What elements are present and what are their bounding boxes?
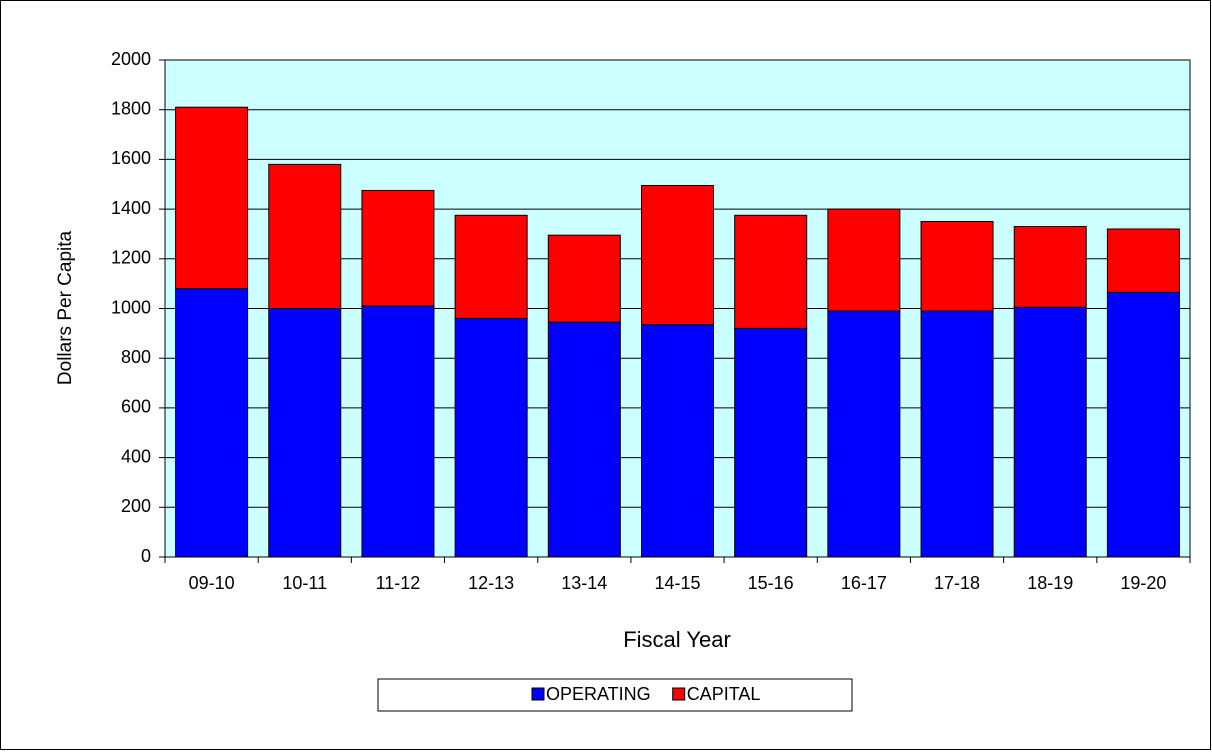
y-tick-label: 1200: [111, 248, 151, 268]
x-tick-label: 15-16: [748, 573, 794, 593]
bar-segment: [268, 308, 342, 558]
bar-segment: [175, 288, 249, 558]
y-tick-label: 1600: [111, 148, 151, 168]
bar-segment: [1106, 228, 1180, 293]
bar-segment: [268, 163, 342, 309]
bar-segment: [361, 189, 435, 307]
bar-segment: [454, 214, 528, 319]
bar-segment: [175, 106, 249, 290]
x-tick-label: 19-20: [1120, 573, 1166, 593]
bar-segment: [827, 310, 901, 558]
legend-swatch: [531, 687, 545, 701]
x-tick-label: 17-18: [934, 573, 980, 593]
bar-segment: [734, 327, 808, 558]
x-axis-label: Fiscal Year: [623, 627, 731, 652]
y-tick-label: 600: [121, 397, 151, 417]
x-tick-label: 11-12: [376, 573, 421, 593]
x-tick-label: 13-14: [561, 573, 607, 593]
y-tick-label: 1400: [111, 198, 151, 218]
x-tick-label: 12-13: [468, 573, 514, 593]
bar-segment: [734, 214, 808, 329]
bar-segment: [641, 184, 714, 326]
y-tick-label: 0: [141, 546, 151, 566]
y-tick-label: 1000: [111, 297, 151, 317]
y-tick-label: 400: [121, 446, 151, 466]
bar-segment: [827, 208, 901, 312]
bar-segment: [547, 321, 621, 558]
x-tick-label: 14-15: [654, 573, 700, 593]
x-tick-label: 10-11: [282, 573, 327, 593]
y-tick-label: 200: [121, 496, 151, 516]
bar-segment: [641, 324, 714, 558]
y-axis-label: Dollars Per Capita: [55, 230, 76, 385]
bar-segment: [361, 305, 435, 558]
legend-swatch: [672, 687, 686, 701]
y-tick-label: 2000: [111, 49, 151, 69]
bar-segment: [920, 221, 994, 312]
bar-segment: [1013, 225, 1087, 308]
x-tick-label: 16-17: [841, 573, 887, 593]
legend-label: OPERATING: [546, 684, 651, 704]
legend-label: CAPITAL: [687, 684, 761, 704]
bar-segment: [1013, 306, 1087, 558]
bar-segment: [920, 310, 994, 558]
bar-segment: [547, 234, 621, 323]
legend-box: [377, 678, 853, 712]
y-tick-label: 1800: [111, 98, 151, 118]
y-tick-label: 800: [121, 347, 151, 367]
bar-segment: [1106, 291, 1180, 558]
x-tick-label: 18-19: [1027, 573, 1073, 593]
x-tick-label: 09-10: [189, 573, 235, 593]
bar-segment: [454, 317, 528, 558]
